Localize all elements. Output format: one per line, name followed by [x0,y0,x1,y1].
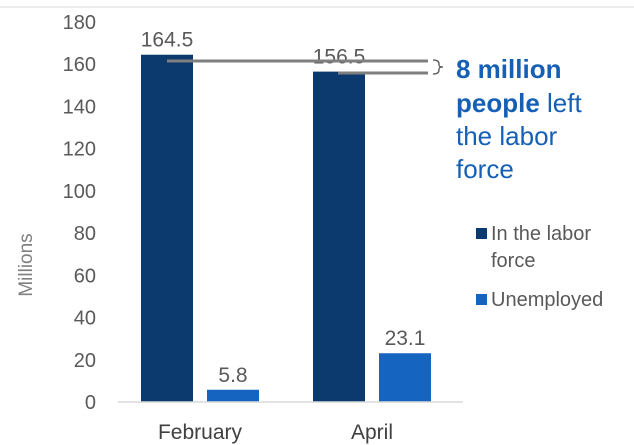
y-tick-label-80: 80 [74,223,96,245]
bar-in-the-labor-force-february [141,54,193,402]
y-tick-label-20: 20 [74,350,96,372]
annotation-rest-2: left [540,88,583,118]
legend: In the labor force Unemployed [476,223,603,311]
y-tick-label-160: 160 [63,54,96,76]
data-label-in-the-labor-force-february: 164.5 [141,29,194,52]
annotation-bold-1: 8 million [456,54,561,84]
data-label-in-the-labor-force-april: 156.5 [313,46,366,69]
bars [141,54,431,402]
legend-label-labor-force-1: In the labor [491,223,591,245]
legend-label-labor-force-2: force [491,250,535,272]
annotation-text: 8 million [456,54,561,84]
bar-in-the-labor-force-april [313,71,365,402]
y-tick-label-40: 40 [74,308,96,330]
data-label-unemployed-april: 23.1 [385,327,426,350]
legend-label-unemployed: Unemployed [491,289,603,311]
y-axis-ticks: 0 20 40 60 80 100 120 140 160 180 [63,12,96,414]
category-label-february: February [158,421,243,444]
gap-annotation-lines [167,59,444,75]
y-tick-label-120: 120 [63,139,96,161]
data-label-unemployed-february: 5.8 [218,364,247,387]
y-tick-label-140: 140 [63,96,96,118]
y-axis-label: Millions [16,233,37,296]
y-tick-label-100: 100 [63,181,96,203]
bar-unemployed-february [207,389,259,402]
legend-swatch-labor-force [476,228,487,239]
annotation-bold-2: people [456,88,540,118]
annotation-text-2: people left [456,88,582,118]
brace-icon [432,59,444,75]
y-tick-label-0: 0 [85,392,96,414]
annotation-line-4: force [456,154,514,184]
category-labels: February April [158,421,393,444]
y-tick-label-60: 60 [74,265,96,287]
y-tick-label-180: 180 [63,12,96,34]
category-label-april: April [351,421,393,444]
annotation-line-3: the labor [456,121,558,151]
bar-unemployed-april [379,353,431,402]
data-labels: 164.5 5.8 156.5 23.1 [141,29,426,387]
legend-swatch-unemployed [476,294,487,305]
